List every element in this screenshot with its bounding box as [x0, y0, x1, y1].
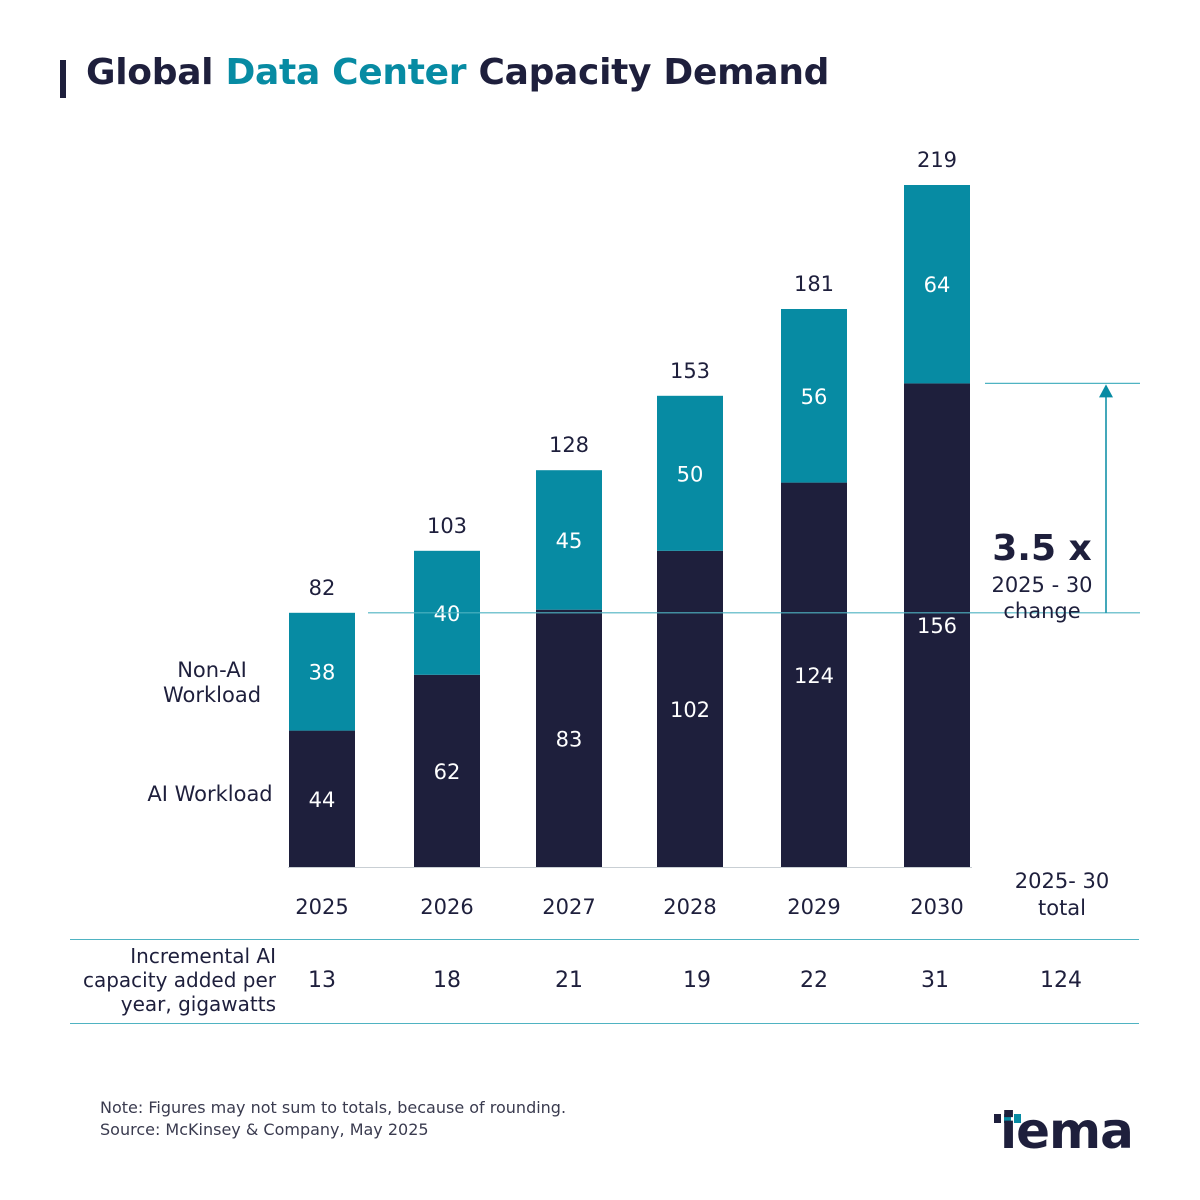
label-ai-2027: 83: [556, 727, 583, 751]
x-tick-2029: 2029: [787, 895, 840, 919]
label-non-ai-2026: 40: [434, 602, 461, 626]
label-non-ai-2025: 38: [309, 661, 336, 685]
label-ai-2028: 102: [670, 698, 710, 722]
label-total-2030: 219: [917, 148, 957, 172]
bar-non-ai-2029: [781, 309, 847, 483]
bar-ai-2030: [904, 383, 970, 867]
label-total-2026: 103: [427, 514, 467, 538]
title-part2: Capacity Demand: [478, 52, 830, 93]
change-caption: 2025 - 30 change: [991, 573, 1093, 623]
x-tick-2028: 2028: [663, 895, 716, 919]
legend-ai: AI Workload: [147, 782, 273, 806]
incremental-value-2028: 19: [683, 968, 711, 993]
title-part1: Global: [86, 52, 214, 93]
legend-non-ai: Non-AI Workload: [162, 658, 262, 707]
bar-non-ai-2030: [904, 185, 970, 384]
label-ai-2025: 44: [309, 788, 336, 812]
total-header: 2025- 30 total: [1014, 869, 1110, 920]
x-tick-2027: 2027: [542, 895, 595, 919]
change-multiplier: 3.5 x: [992, 528, 1092, 569]
bar-non-ai-2025: [289, 612, 355, 731]
x-tick-2026: 2026: [420, 895, 473, 919]
logo-mark: [994, 1108, 1024, 1127]
bar-ai-2027: [536, 609, 602, 867]
growth-arrow-head: [1099, 384, 1113, 398]
bar-non-ai-2027: [536, 470, 602, 610]
bar-ai-2028: [657, 550, 723, 867]
label-ai-2026: 62: [434, 760, 461, 784]
page-title: Global Data Center Capacity Demand: [86, 52, 829, 93]
label-total-2027: 128: [549, 433, 589, 457]
label-total-2025: 82: [309, 576, 336, 600]
table-bottom-rule: [70, 1023, 1139, 1024]
incremental-value-2026: 18: [433, 968, 461, 993]
label-ai-2029: 124: [794, 664, 834, 688]
label-total-2029: 181: [794, 272, 834, 296]
footnote-source: Source: McKinsey & Company, May 2025: [100, 1120, 429, 1139]
label-ai-2030: 156: [917, 614, 957, 638]
label-non-ai-2028: 50: [677, 462, 704, 486]
incremental-value-2027: 21: [555, 968, 583, 993]
stacked-bar-chart: 44 38 82 2025 62 40 103 2026 83 45 128 2027 102 50 153…: [288, 148, 1140, 919]
bar-ai-2026: [414, 674, 480, 867]
logo-text: iema: [1000, 1102, 1134, 1160]
bar-non-ai-2028: [657, 395, 723, 551]
iema-logo: iema: [992, 1100, 1142, 1160]
label-non-ai-2027: 45: [556, 529, 583, 553]
footnote-note: Note: Figures may not sum to totals, bec…: [100, 1098, 567, 1117]
label-non-ai-2029: 56: [801, 385, 828, 409]
bar-ai-2025: [289, 730, 355, 867]
incremental-value-2030: 31: [921, 968, 949, 993]
table-top-rule: [70, 939, 1139, 940]
footnote: Note: Figures may not sum to totals, bec…: [100, 1097, 566, 1141]
bar-ai-2029: [781, 482, 847, 867]
incremental-total: 124: [1040, 968, 1082, 993]
x-tick-2030: 2030: [910, 895, 963, 919]
title-accent-bar: [60, 60, 66, 98]
incremental-value-2029: 22: [800, 968, 828, 993]
label-non-ai-2030: 64: [924, 273, 951, 297]
incremental-label: Incremental AI capacity added per year, …: [82, 944, 276, 1016]
label-total-2028: 153: [670, 359, 710, 383]
x-tick-2025: 2025: [295, 895, 348, 919]
incremental-value-2025: 13: [308, 968, 336, 993]
title-accent: Data Center: [225, 52, 467, 93]
